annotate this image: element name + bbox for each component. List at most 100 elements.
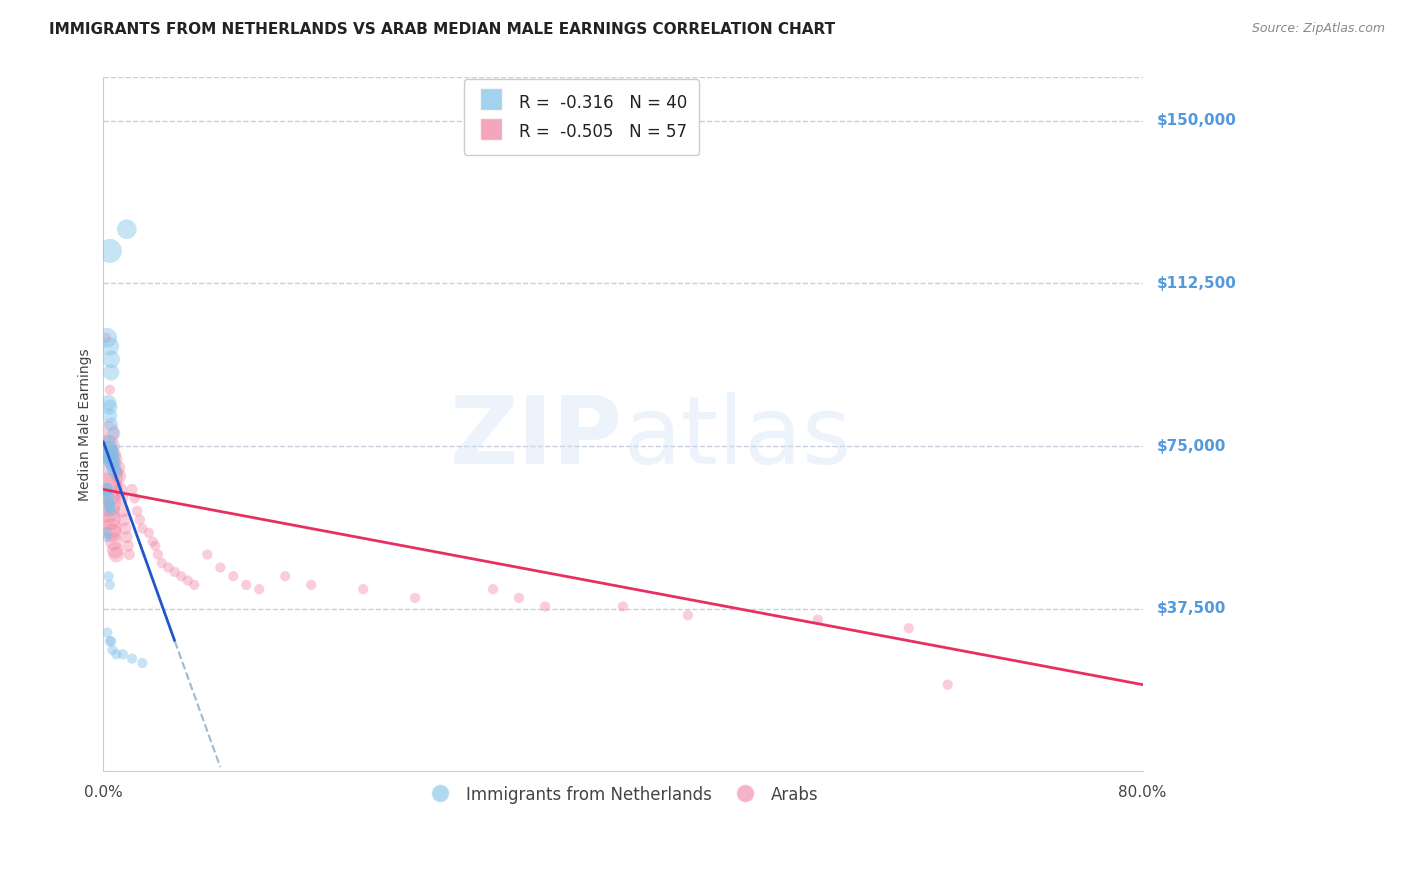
- Point: [94, 483, 117, 497]
- Point: [117, 539, 139, 553]
- Point: [98, 409, 121, 423]
- Legend: Immigrants from Netherlands, Arabs: Immigrants from Netherlands, Arabs: [418, 775, 828, 815]
- Point: [98, 500, 121, 514]
- Point: [115, 530, 138, 544]
- Point: [482, 582, 505, 597]
- Text: atlas: atlas: [623, 392, 851, 484]
- Point: [105, 647, 128, 661]
- Point: [94, 331, 117, 345]
- Point: [115, 222, 138, 236]
- Point: [96, 483, 118, 497]
- Point: [105, 548, 128, 562]
- Point: [612, 599, 634, 614]
- Point: [93, 469, 115, 483]
- Point: [274, 569, 297, 583]
- Text: $75,000: $75,000: [1157, 439, 1226, 454]
- Point: [807, 613, 830, 627]
- Point: [97, 569, 120, 583]
- Point: [235, 578, 257, 592]
- Text: $150,000: $150,000: [1157, 113, 1236, 128]
- Point: [97, 443, 120, 458]
- Point: [103, 426, 125, 441]
- Point: [100, 352, 122, 367]
- Point: [121, 483, 143, 497]
- Point: [110, 491, 132, 505]
- Point: [97, 491, 120, 505]
- Text: Source: ZipAtlas.com: Source: ZipAtlas.com: [1251, 22, 1385, 36]
- Point: [112, 513, 135, 527]
- Point: [97, 439, 120, 453]
- Point: [100, 448, 122, 462]
- Point: [96, 443, 118, 458]
- Point: [94, 483, 117, 497]
- Y-axis label: Median Male Earnings: Median Male Earnings: [79, 348, 93, 500]
- Point: [100, 452, 122, 467]
- Point: [111, 647, 134, 661]
- Point: [143, 539, 166, 553]
- Point: [97, 504, 120, 518]
- Point: [170, 569, 193, 583]
- Point: [142, 534, 165, 549]
- Point: [103, 534, 125, 549]
- Point: [897, 621, 920, 635]
- Point: [108, 469, 131, 483]
- Point: [183, 578, 205, 592]
- Point: [96, 530, 118, 544]
- Point: [94, 439, 117, 453]
- Point: [98, 452, 121, 467]
- Text: ZIP: ZIP: [450, 392, 623, 484]
- Point: [100, 521, 122, 535]
- Point: [104, 465, 127, 479]
- Point: [128, 513, 150, 527]
- Point: [104, 543, 127, 558]
- Point: [98, 400, 121, 414]
- Point: [97, 395, 120, 409]
- Point: [97, 495, 120, 509]
- Point: [98, 383, 121, 397]
- Point: [127, 504, 149, 518]
- Point: [146, 548, 169, 562]
- Point: [936, 678, 959, 692]
- Point: [96, 495, 118, 509]
- Text: $112,500: $112,500: [1157, 276, 1236, 291]
- Point: [101, 643, 124, 657]
- Point: [121, 651, 143, 665]
- Point: [96, 487, 118, 501]
- Point: [131, 521, 153, 535]
- Point: [107, 460, 129, 475]
- Point: [195, 548, 218, 562]
- Point: [131, 656, 153, 670]
- Point: [96, 625, 118, 640]
- Point: [96, 426, 118, 441]
- Point: [94, 525, 117, 540]
- Text: IMMIGRANTS FROM NETHERLANDS VS ARAB MEDIAN MALE EARNINGS CORRELATION CHART: IMMIGRANTS FROM NETHERLANDS VS ARAB MEDI…: [49, 22, 835, 37]
- Point: [98, 448, 121, 462]
- Point: [138, 525, 160, 540]
- Text: $37,500: $37,500: [1157, 601, 1226, 616]
- Point: [98, 500, 121, 514]
- Point: [100, 417, 122, 432]
- Point: [404, 591, 426, 605]
- Point: [352, 582, 374, 597]
- Point: [114, 521, 136, 535]
- Point: [247, 582, 270, 597]
- Point: [96, 331, 118, 345]
- Point: [163, 565, 186, 579]
- Point: [110, 483, 132, 497]
- Point: [103, 452, 125, 467]
- Point: [150, 556, 173, 570]
- Point: [100, 504, 122, 518]
- Point: [508, 591, 530, 605]
- Point: [98, 339, 121, 353]
- Point: [177, 574, 200, 588]
- Point: [676, 608, 699, 623]
- Point: [100, 365, 122, 379]
- Point: [118, 548, 141, 562]
- Point: [299, 578, 322, 592]
- Point: [98, 578, 121, 592]
- Point: [103, 460, 125, 475]
- Point: [157, 560, 180, 574]
- Point: [101, 525, 124, 540]
- Point: [124, 491, 146, 505]
- Point: [111, 504, 134, 518]
